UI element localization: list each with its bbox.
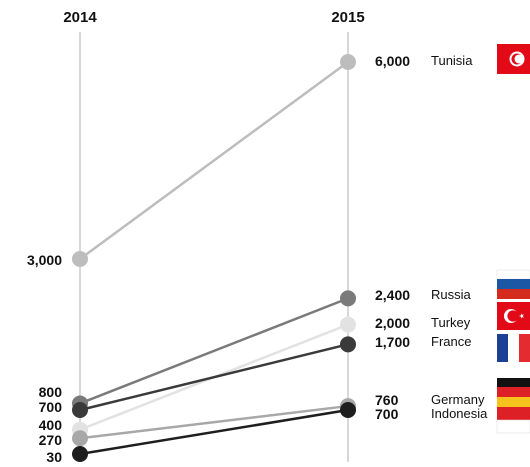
country-label-turkey: Turkey xyxy=(431,315,471,330)
country-label-indonesia: Indonesia xyxy=(431,406,488,421)
right-value-labels: 6,000 Tunisia 2,400 Russia 2,000 Turkey 1,700 F… xyxy=(375,53,488,422)
year-label-2014: 2014 xyxy=(63,9,97,26)
left-value-label: 400 xyxy=(39,417,63,433)
series-line-indonesia xyxy=(79,408,349,456)
series-line-france xyxy=(79,343,349,412)
left-value-label: 3,000 xyxy=(27,252,62,268)
left-value-label: 30 xyxy=(46,449,62,465)
left-value-label: 700 xyxy=(39,399,63,415)
point-2015-tunisia xyxy=(340,54,356,70)
series-line-russia xyxy=(79,297,349,405)
year-label-2015: 2015 xyxy=(331,9,364,26)
point-2014-indonesia xyxy=(72,446,88,462)
indonesia-flag xyxy=(496,407,530,434)
country-label-germany: Germany xyxy=(431,392,485,407)
point-2015-france xyxy=(340,336,356,353)
right-value-label-indonesia: 700 xyxy=(375,406,399,422)
point-2014-france xyxy=(72,402,88,419)
year-axes: 2014 2015 xyxy=(63,9,365,462)
tunisia-flag xyxy=(497,44,530,74)
right-value-label-france: 1,700 xyxy=(375,334,410,350)
series-line-tunisia xyxy=(79,60,349,260)
point-2015-turkey xyxy=(340,316,356,333)
russia-flag xyxy=(496,269,530,299)
series-line-germany xyxy=(79,404,349,440)
point-2015-indonesia xyxy=(340,402,356,419)
right-value-label-russia: 2,400 xyxy=(375,287,410,303)
left-value-label: 800 xyxy=(39,384,63,400)
country-label-tunisia: Tunisia xyxy=(431,53,473,68)
turkey-flag xyxy=(497,302,530,330)
point-2014-tunisia xyxy=(72,250,88,267)
country-flags xyxy=(496,44,530,434)
left-value-label: 270 xyxy=(39,432,63,448)
right-value-label-tunisia: 6,000 xyxy=(375,53,410,69)
point-2015-russia xyxy=(340,290,356,307)
right-value-label-turkey: 2,000 xyxy=(375,315,410,331)
series-points xyxy=(72,54,356,462)
france-flag xyxy=(497,334,530,362)
right-value-label-germany: 760 xyxy=(375,392,399,408)
point-2014-germany xyxy=(72,430,88,447)
country-label-russia: Russia xyxy=(431,287,472,302)
germany-flag xyxy=(497,378,530,407)
country-label-france: France xyxy=(431,334,471,349)
series-lines xyxy=(79,60,349,456)
